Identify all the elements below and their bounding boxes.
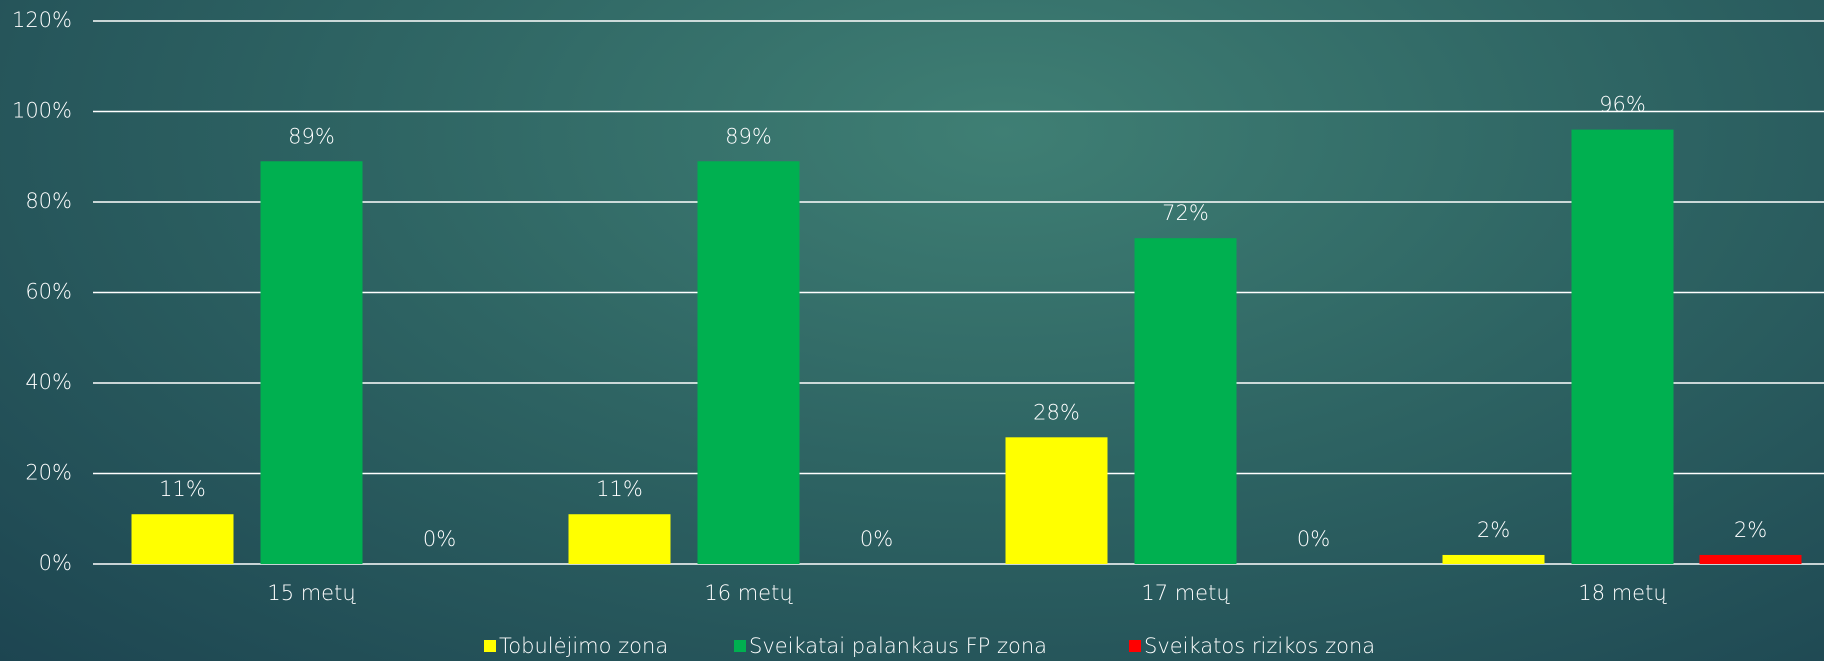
legend-swatch bbox=[734, 640, 746, 652]
legend-swatch bbox=[484, 640, 496, 652]
y-tick-label: 0% bbox=[39, 551, 72, 575]
x-tick-label: 15 metų bbox=[267, 581, 356, 605]
x-tick-label: 18 metų bbox=[1578, 581, 1667, 605]
data-label: 0% bbox=[860, 527, 893, 551]
bar bbox=[1442, 554, 1545, 564]
y-tick-label: 20% bbox=[25, 461, 72, 485]
bar bbox=[1699, 554, 1802, 564]
bar bbox=[1134, 238, 1237, 564]
y-tick-label: 100% bbox=[12, 99, 72, 123]
bar bbox=[1571, 129, 1674, 564]
data-label: 89% bbox=[725, 124, 772, 148]
y-tick-label: 120% bbox=[12, 8, 72, 32]
data-label: 0% bbox=[1297, 527, 1330, 551]
legend-label: Tobulėjimo zona bbox=[499, 634, 668, 658]
data-label: 96% bbox=[1599, 93, 1646, 117]
data-label: 0% bbox=[423, 527, 456, 551]
bar bbox=[568, 514, 671, 564]
legend-label: Sveikatos rizikos zona bbox=[1144, 634, 1375, 658]
x-tick-label: 16 metų bbox=[704, 581, 793, 605]
legend-label: Sveikatai palankaus FP zona bbox=[749, 634, 1047, 658]
data-label: 11% bbox=[596, 477, 643, 501]
y-tick-label: 60% bbox=[25, 280, 72, 304]
bar bbox=[1005, 437, 1108, 564]
y-tick-label: 40% bbox=[25, 370, 72, 394]
data-label: 2% bbox=[1734, 518, 1767, 542]
data-label: 11% bbox=[159, 477, 206, 501]
data-label: 72% bbox=[1162, 201, 1209, 225]
legend-swatch bbox=[1129, 640, 1141, 652]
bar bbox=[697, 161, 800, 564]
bar bbox=[260, 161, 363, 564]
data-label: 89% bbox=[288, 124, 335, 148]
data-label: 28% bbox=[1033, 400, 1080, 424]
bar bbox=[131, 514, 234, 564]
x-tick-label: 17 metų bbox=[1141, 581, 1230, 605]
data-label: 2% bbox=[1477, 518, 1510, 542]
y-tick-label: 80% bbox=[25, 189, 72, 213]
